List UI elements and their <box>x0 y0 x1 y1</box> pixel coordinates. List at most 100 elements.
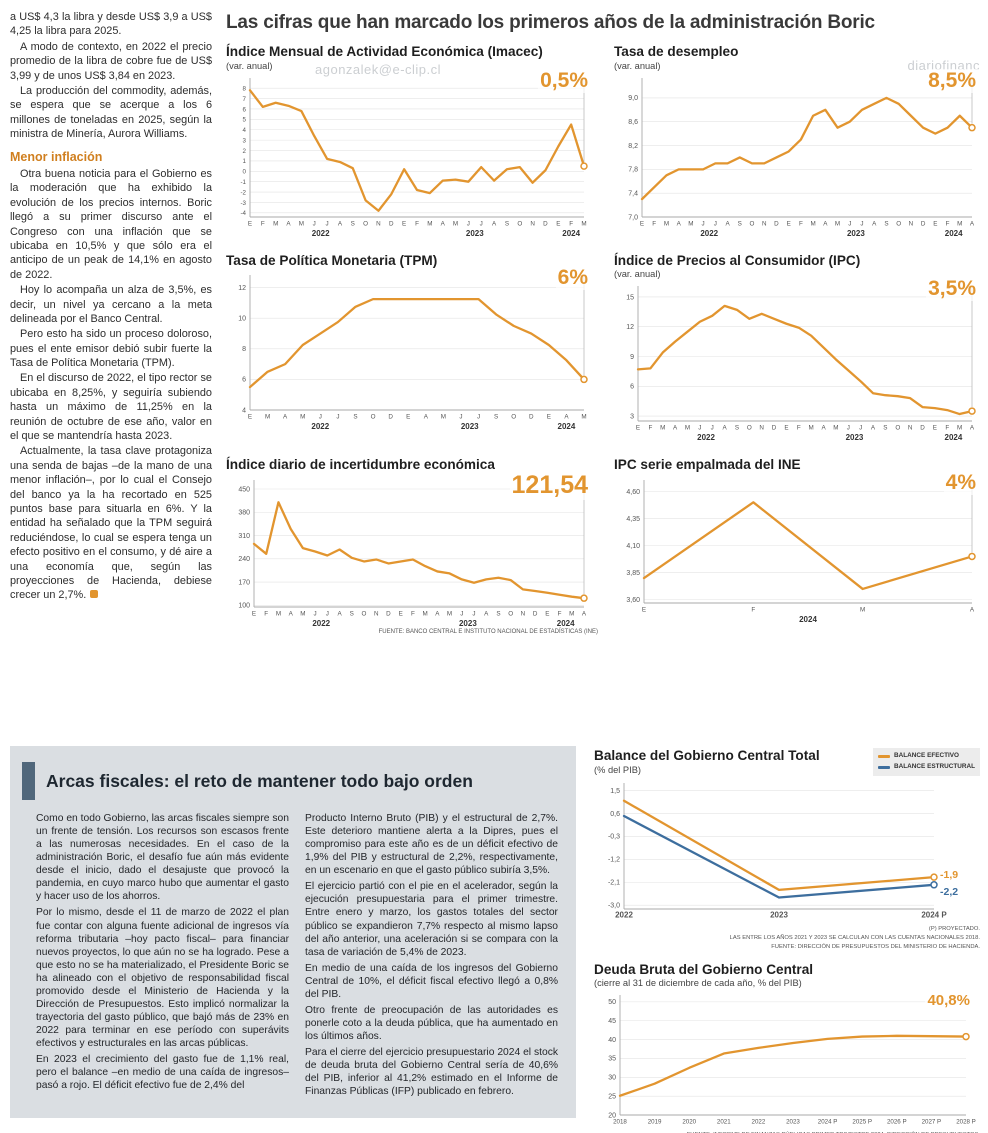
svg-text:S: S <box>883 425 887 432</box>
svg-text:M: M <box>422 610 427 617</box>
svg-text:J: J <box>336 414 339 421</box>
svg-text:O: O <box>747 425 752 432</box>
svg-text:A: A <box>484 610 489 617</box>
svg-text:E: E <box>636 425 640 432</box>
chart-plot: 1,5 0,6 -0,3 -1,2 -2,1 -3,0 2022 2023 2024 P -1,9… <box>594 778 980 924</box>
article-paragraph: En 2023 el crecimiento del gasto fue de … <box>36 1054 289 1092</box>
svg-text:J: J <box>859 425 862 432</box>
svg-text:E: E <box>784 425 788 432</box>
svg-text:2023: 2023 <box>461 422 479 431</box>
svg-text:M: M <box>809 425 814 432</box>
svg-text:M: M <box>664 220 669 227</box>
svg-text:2019: 2019 <box>648 1119 662 1126</box>
svg-text:2022: 2022 <box>311 422 329 431</box>
article-paragraph: Producto Interno Bruto (PIB) y el estruc… <box>305 813 558 877</box>
svg-text:J: J <box>319 414 322 421</box>
svg-text:D: D <box>920 425 925 432</box>
svg-text:O: O <box>511 414 516 421</box>
svg-text:M: M <box>273 220 278 227</box>
chart-title: Deuda Bruta del Gobierno Central <box>594 961 814 977</box>
chart-plot: 4% 4,60 4,35 4,10 3,85 3,60 E F M A 2024 <box>614 470 986 627</box>
svg-text:N: N <box>908 425 913 432</box>
bottom-section: Arcas fiscales: el reto de mantener todo… <box>10 746 980 1133</box>
bottom-article: Arcas fiscales: el reto de mantener todo… <box>10 746 576 1118</box>
svg-text:F: F <box>415 220 419 227</box>
svg-text:M: M <box>957 220 962 227</box>
svg-text:D: D <box>386 610 391 617</box>
svg-text:8,2: 8,2 <box>628 142 638 149</box>
svg-text:F: F <box>558 610 562 617</box>
svg-text:O: O <box>508 610 513 617</box>
svg-text:S: S <box>884 220 888 227</box>
chart-plot: 0,5% 8 7 6 5 4 3 2 1 0 -1 -2 -3 -4 E F M A M J J A S O N D E F M A M J… <box>226 68 598 241</box>
svg-text:-2,2: -2,2 <box>940 886 958 898</box>
svg-text:9,0: 9,0 <box>628 95 638 102</box>
svg-text:M: M <box>685 425 690 432</box>
svg-text:S: S <box>353 414 357 421</box>
svg-text:M: M <box>569 610 574 617</box>
svg-text:-1,2: -1,2 <box>608 856 620 863</box>
svg-text:J: J <box>848 220 851 227</box>
chart-title: Tasa de desempleo <box>614 44 739 59</box>
svg-text:A: A <box>492 220 497 227</box>
svg-text:N: N <box>521 610 526 617</box>
svg-text:-2,1: -2,1 <box>608 879 620 886</box>
article-paragraph: Otro frente de preocupación de las autor… <box>305 1004 558 1042</box>
svg-text:A: A <box>337 610 342 617</box>
chart-title: Índice de Precios al Consumidor (IPC) <box>614 252 861 268</box>
svg-text:M: M <box>810 220 815 227</box>
svg-text:6: 6 <box>243 106 247 113</box>
chart-subtitle: (% del PIB) <box>594 764 642 775</box>
svg-text:S: S <box>350 610 354 617</box>
chart-highlight-value: 40,8% <box>925 992 972 1010</box>
svg-text:2018: 2018 <box>613 1119 627 1126</box>
article-paragraph: A modo de contexto, en 2022 el precio pr… <box>10 40 212 82</box>
legend-item-efectivo: BALANCE EFECTIVO <box>878 751 975 762</box>
title-accent-bar <box>22 762 35 800</box>
svg-text:A: A <box>435 610 440 617</box>
svg-text:D: D <box>533 610 538 617</box>
svg-text:2024: 2024 <box>557 619 575 628</box>
svg-text:S: S <box>738 220 742 227</box>
page-title: Las cifras que han marcado los primeros … <box>226 12 875 33</box>
article-column-1: Como en todo Gobierno, las arcas fiscale… <box>36 812 289 1101</box>
chart-title: IPC serie empalmada del INE <box>614 457 801 473</box>
chart-desempleo: Tasa de desempleo (var. anual) 8,5% 9,0 8… <box>614 44 986 241</box>
svg-text:M: M <box>581 414 586 421</box>
chart-highlight-value: 4% <box>943 470 978 495</box>
svg-text:J: J <box>313 220 316 227</box>
svg-text:10: 10 <box>238 316 246 323</box>
svg-text:F: F <box>799 220 803 227</box>
svg-text:100: 100 <box>238 603 250 610</box>
svg-text:A: A <box>722 425 727 432</box>
svg-text:2026 P: 2026 P <box>887 1119 907 1126</box>
svg-text:A: A <box>582 610 587 617</box>
svg-text:M: M <box>835 220 840 227</box>
left-article: a US$ 4,3 la libra y desde US$ 3,9 a US$… <box>10 8 212 635</box>
svg-text:9: 9 <box>630 354 634 361</box>
chart-tpm: Tasa de Política Monetaria (TPM) 6% 12 10… <box>226 253 598 446</box>
svg-text:M: M <box>276 610 281 617</box>
svg-text:A: A <box>424 414 429 421</box>
svg-text:2022: 2022 <box>312 229 330 238</box>
svg-text:M: M <box>300 414 305 421</box>
svg-text:N: N <box>374 610 379 617</box>
svg-text:M: M <box>265 414 270 421</box>
svg-text:M: M <box>688 220 693 227</box>
svg-text:J: J <box>698 425 701 432</box>
svg-text:O: O <box>371 414 376 421</box>
svg-text:50: 50 <box>608 1000 616 1007</box>
svg-text:E: E <box>252 610 256 617</box>
svg-text:2022: 2022 <box>615 910 633 919</box>
svg-text:12: 12 <box>238 285 246 292</box>
svg-text:-1: -1 <box>240 179 246 186</box>
svg-text:2022: 2022 <box>312 619 330 628</box>
svg-text:J: J <box>314 610 317 617</box>
svg-text:A: A <box>970 425 975 432</box>
svg-text:E: E <box>248 220 252 227</box>
svg-text:E: E <box>248 414 252 421</box>
svg-text:N: N <box>376 220 381 227</box>
legend-label: BALANCE ESTRUCTURAL <box>894 762 975 770</box>
chart-plot: 3,5% 15 12 9 6 3 E F M A M J J A S O N D E F M A M J J A S O N D E F M A… <box>614 277 986 445</box>
article-paragraph: Por lo mismo, desde el 11 de marzo de 20… <box>36 907 289 1050</box>
